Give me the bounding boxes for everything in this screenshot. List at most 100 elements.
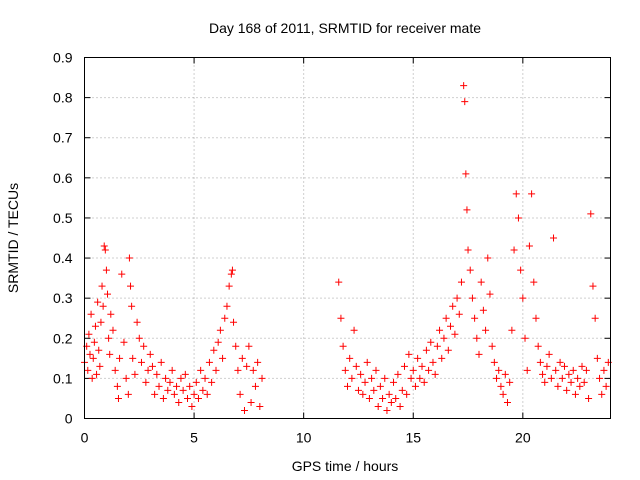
data-point: [512, 190, 520, 198]
data-point: [411, 382, 419, 390]
data-point: [140, 342, 148, 350]
data-point: [440, 334, 448, 342]
data-point: [190, 390, 198, 398]
data-point: [418, 362, 426, 370]
data-point: [374, 402, 382, 410]
data-point: [102, 266, 110, 274]
data-point: [536, 358, 544, 366]
data-point: [116, 354, 124, 362]
data-point: [497, 382, 505, 390]
data-point: [84, 366, 92, 374]
data-point: [602, 382, 610, 390]
x-tick-label: 15: [405, 430, 421, 446]
data-point: [490, 358, 498, 366]
data-point: [337, 314, 345, 322]
x-tick-label: 0: [81, 430, 89, 446]
data-point: [503, 398, 511, 406]
data-point: [175, 398, 183, 406]
data-point: [106, 350, 114, 358]
data-point: [234, 366, 242, 374]
data-point: [104, 290, 112, 298]
data-point: [543, 362, 551, 370]
data-point: [153, 370, 161, 378]
data-point: [105, 334, 113, 342]
data-point: [91, 322, 99, 330]
data-point: [565, 370, 573, 378]
data-point: [194, 394, 202, 402]
data-point: [240, 406, 248, 414]
data-point: [508, 326, 516, 334]
data-point: [528, 190, 536, 198]
data-point: [162, 374, 170, 382]
y-axis-label: SRMTID / TECUs: [5, 183, 21, 293]
data-point: [214, 338, 222, 346]
data-point: [398, 386, 406, 394]
data-point: [523, 366, 531, 374]
data-point: [466, 266, 474, 274]
data-point: [339, 342, 347, 350]
data-point: [113, 382, 121, 390]
data-point: [94, 298, 102, 306]
data-point: [114, 394, 122, 402]
y-tick-label: 0.5: [53, 210, 73, 226]
data-point: [405, 350, 413, 358]
data-point: [593, 354, 601, 362]
plot-frame: [84, 57, 611, 419]
data-point: [429, 358, 437, 366]
data-point: [578, 362, 586, 370]
data-point: [346, 354, 354, 362]
data-point: [554, 382, 562, 390]
data-point: [258, 374, 266, 382]
data-point: [199, 386, 207, 394]
y-tick-label: 0.8: [53, 90, 73, 106]
data-point: [96, 362, 104, 370]
data-point: [558, 374, 566, 382]
data-point: [486, 290, 494, 298]
data-point: [251, 382, 259, 390]
data-point: [589, 282, 597, 290]
data-point: [596, 374, 604, 382]
data-point: [444, 346, 452, 354]
data-point: [587, 210, 595, 218]
data-point: [120, 338, 128, 346]
data-point: [129, 354, 137, 362]
data-point: [451, 330, 459, 338]
data-point: [372, 366, 380, 374]
data-point: [238, 354, 246, 362]
data-point: [203, 390, 211, 398]
data-point: [184, 394, 192, 402]
data-point: [124, 390, 132, 398]
data-point: [179, 386, 187, 394]
data-point: [449, 302, 457, 310]
data-point: [455, 310, 463, 318]
data-point: [89, 354, 97, 362]
data-point: [385, 390, 393, 398]
data-point: [155, 382, 163, 390]
data-point: [392, 394, 400, 402]
data-point: [210, 346, 218, 354]
data-point: [563, 386, 571, 394]
data-point: [532, 314, 540, 322]
data-point: [462, 170, 470, 178]
data-point: [254, 358, 262, 366]
data-point: [403, 390, 411, 398]
data-point: [148, 362, 156, 370]
data-point: [475, 350, 483, 358]
data-point: [519, 294, 527, 302]
data-point: [600, 366, 608, 374]
data-point: [236, 390, 244, 398]
data-point: [383, 406, 391, 414]
data-point: [97, 318, 105, 326]
data-point: [368, 374, 376, 382]
data-point: [580, 378, 588, 386]
data-point: [166, 378, 174, 386]
data-point: [151, 390, 159, 398]
data-point: [582, 366, 590, 374]
data-point: [363, 358, 371, 366]
x-tick-label: 20: [515, 430, 531, 446]
data-point: [447, 322, 455, 330]
data-point: [344, 382, 351, 390]
data-point: [146, 350, 154, 358]
data-point: [379, 394, 387, 402]
